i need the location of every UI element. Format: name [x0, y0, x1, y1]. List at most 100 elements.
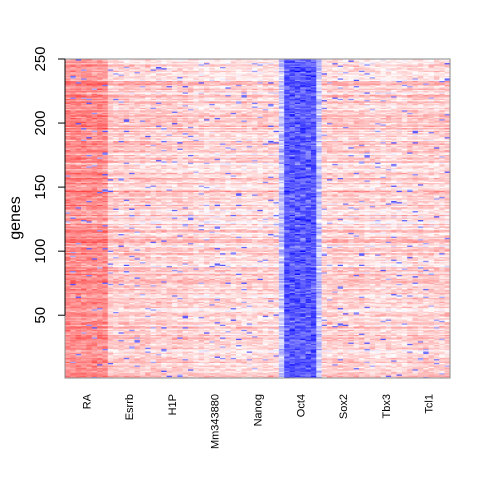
- heatmap-cell: [97, 147, 103, 149]
- heatmap-cell: [134, 329, 141, 332]
- heatmap-cell: [97, 126, 103, 129]
- heatmap-cell: [129, 84, 135, 87]
- heatmap-cell: [65, 279, 71, 282]
- heatmap-cell: [123, 199, 130, 201]
- heatmap-cell: [81, 124, 87, 126]
- heatmap-cell: [91, 279, 98, 282]
- heatmap-cell: [118, 112, 125, 115]
- heatmap-cell: [102, 233, 109, 236]
- heatmap-cell: [129, 103, 135, 106]
- heatmap-cell: [65, 130, 71, 133]
- heatmap-cell: [155, 167, 162, 170]
- heatmap-cell: [150, 104, 157, 107]
- heatmap-cell: [102, 70, 109, 73]
- heatmap-cell: [145, 210, 151, 213]
- heatmap-cell: [107, 111, 114, 113]
- heatmap-cell: [129, 175, 135, 177]
- heatmap-cell: [139, 106, 146, 108]
- heatmap-cell: [155, 212, 162, 214]
- heatmap-cell: [155, 168, 162, 171]
- heatmap-cell: [91, 329, 98, 332]
- heatmap-cell: [75, 200, 82, 203]
- heatmap-cell: [91, 296, 98, 298]
- heatmap-cell: [113, 233, 119, 236]
- heatmap-cell: [81, 372, 87, 375]
- heatmap-cell: [145, 315, 151, 318]
- heatmap-cell: [155, 228, 162, 231]
- heatmap-cell: [81, 209, 87, 212]
- heatmap-cell: [139, 161, 146, 163]
- heatmap-cell: [118, 326, 125, 329]
- heatmap-cell: [139, 191, 146, 194]
- heatmap-cell: [123, 356, 130, 358]
- heatmap-cell: [150, 367, 157, 370]
- heatmap-cell: [150, 199, 157, 201]
- heatmap-cell: [75, 319, 82, 321]
- heatmap-cell: [102, 97, 109, 99]
- heatmap-cell: [113, 101, 119, 103]
- heatmap-cell: [155, 231, 162, 233]
- heatmap-cell: [75, 289, 82, 292]
- heatmap-cell: [107, 161, 114, 163]
- heatmap-cell: [107, 298, 114, 301]
- heatmap-cell: [102, 247, 109, 250]
- heatmap-cell: [139, 111, 146, 113]
- heatmap-cell: [70, 182, 76, 185]
- heatmap-cell: [81, 245, 87, 247]
- heatmap-cell: [118, 256, 125, 259]
- heatmap-cell: [150, 117, 157, 120]
- heatmap-cell: [91, 195, 98, 198]
- heatmap-cell: [129, 78, 135, 80]
- heatmap-cell: [139, 65, 146, 67]
- heatmap-cell: [129, 318, 135, 320]
- heatmap-cell: [86, 149, 93, 152]
- heatmap-cell: [139, 255, 146, 258]
- heatmap-cell: [86, 161, 93, 163]
- heatmap-cell: [70, 129, 76, 131]
- heatmap-cell: [86, 127, 93, 130]
- heatmap-cell: [81, 258, 87, 260]
- heatmap-cell: [70, 81, 76, 84]
- heatmap-cell: [150, 250, 157, 252]
- heatmap-cell: [65, 110, 71, 112]
- heatmap-cell: [134, 305, 141, 307]
- heatmap-cell: [97, 344, 103, 347]
- heatmap-cell: [139, 309, 146, 311]
- heatmap-cell: [118, 79, 125, 81]
- heatmap-cell: [123, 227, 130, 230]
- heatmap-cell: [145, 358, 151, 361]
- heatmap-cell: [70, 75, 76, 78]
- heatmap-cell: [86, 178, 93, 181]
- heatmap-cell: [129, 353, 135, 356]
- heatmap-cell: [75, 205, 82, 208]
- heatmap-cell: [150, 369, 157, 371]
- heatmap-cell: [150, 192, 157, 195]
- heatmap-cell: [70, 59, 76, 61]
- heatmap-cell: [65, 217, 71, 219]
- heatmap-cell: [129, 131, 135, 134]
- heatmap-cell: [129, 149, 135, 152]
- heatmap-cell: [86, 252, 93, 255]
- heatmap-cell: [123, 355, 130, 357]
- heatmap-cell: [86, 59, 93, 61]
- heatmap-cell: [118, 273, 125, 275]
- heatmap-cell: [70, 163, 76, 166]
- heatmap-cell: [134, 138, 141, 140]
- heatmap-cell: [118, 314, 125, 316]
- heatmap-cell: [155, 284, 162, 287]
- heatmap-cell: [134, 260, 141, 263]
- heatmap-cell: [107, 297, 114, 300]
- heatmap-cell: [150, 87, 157, 89]
- heatmap-cell: [86, 305, 93, 307]
- heatmap-cell: [91, 83, 98, 85]
- heatmap-cell: [134, 157, 141, 159]
- heatmap-cell: [150, 301, 157, 304]
- heatmap-cell: [129, 129, 135, 131]
- heatmap-cell: [118, 60, 125, 62]
- heatmap-cell: [150, 246, 157, 249]
- heatmap-cell: [91, 141, 98, 144]
- heatmap-cell: [70, 236, 76, 238]
- heatmap-cell: [134, 154, 141, 157]
- heatmap-cell: [134, 182, 141, 185]
- heatmap-cell: [102, 300, 109, 302]
